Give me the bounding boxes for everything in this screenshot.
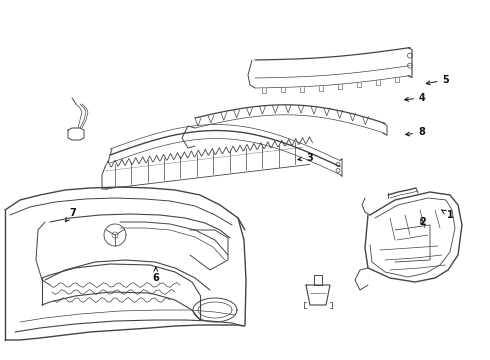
Text: 4: 4 xyxy=(405,93,426,103)
Text: 1: 1 xyxy=(441,210,453,220)
Text: 5: 5 xyxy=(426,75,449,85)
Text: 8: 8 xyxy=(406,127,425,138)
Text: 3: 3 xyxy=(298,153,313,163)
Text: 6: 6 xyxy=(152,267,159,283)
Text: 7: 7 xyxy=(65,208,76,222)
Text: 2: 2 xyxy=(419,217,426,228)
